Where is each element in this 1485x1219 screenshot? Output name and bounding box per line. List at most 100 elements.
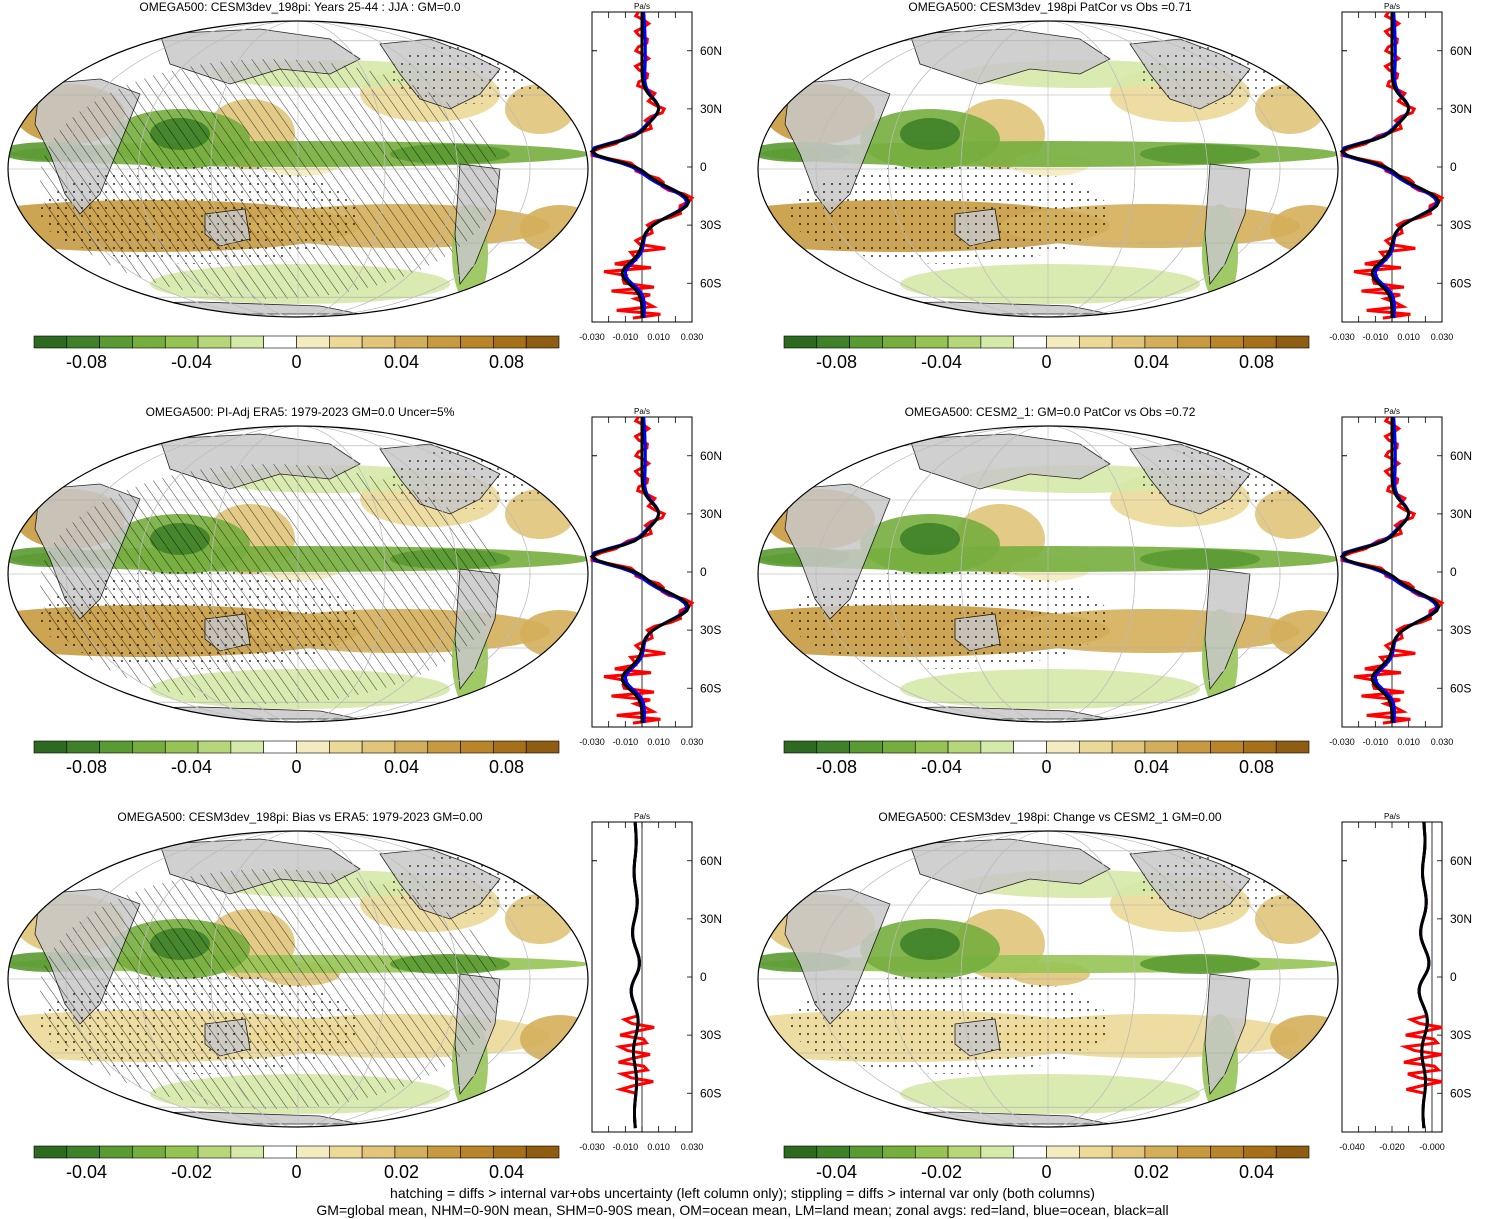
colorbar-swatch [526, 1146, 559, 1158]
zonal-lat-tick-label: 0 [700, 565, 707, 579]
zonal-all-line [631, 822, 639, 1128]
colorbar-swatch [165, 1146, 198, 1158]
colorbar-swatch [1178, 1146, 1211, 1158]
colorbar-swatch [362, 336, 395, 348]
colorbar-swatch [1112, 1146, 1145, 1158]
colorbar-swatch [395, 1146, 428, 1158]
zonal-unit-label: Pa/s [634, 812, 650, 821]
colorbar-tick-label: 0 [1041, 1162, 1051, 1182]
colorbar-swatch [100, 741, 133, 753]
zonal-lat-tick-label: 30N [700, 102, 722, 116]
panel-1-map [0, 14, 600, 324]
colorbar-swatch [231, 336, 264, 348]
panel-2-title: OMEGA500: CESM3dev_198pi PatCor vs Obs =… [750, 0, 1350, 14]
zonal-unit-label: Pa/s [1384, 407, 1400, 416]
colorbar-swatch [817, 741, 850, 753]
colorbar-tick-label: 0.08 [1239, 352, 1274, 372]
panel-6-title: OMEGA500: CESM3dev_198pi: Change vs CESM… [750, 810, 1350, 824]
zonal-lat-tick-label: 60S [700, 276, 721, 290]
colorbar-swatch [132, 741, 165, 753]
colorbar-swatch [1211, 741, 1244, 753]
footer-note-hatching: hatching = diffs > internal var+obs unce… [0, 1185, 1485, 1202]
colorbar-tick-label: -0.04 [816, 1162, 857, 1182]
zonal-all-line [1419, 822, 1429, 1128]
zonal-lat-tick-label: 60N [700, 854, 722, 868]
zonal-x-tick-label: 0.010 [647, 737, 670, 747]
zonal-lat-tick-label: 30N [1450, 507, 1472, 521]
zonal-lat-tick-label: 0 [700, 970, 707, 984]
zonal-lat-tick-label: 0 [1450, 160, 1457, 174]
colorbar-swatch [264, 336, 297, 348]
zonal-x-tick-label: 0.010 [647, 332, 670, 342]
colorbar-tick-label: -0.08 [66, 352, 107, 372]
colorbar-tick-label: -0.08 [816, 757, 857, 777]
colorbar-swatch [1276, 336, 1309, 348]
colorbar-swatch [461, 336, 494, 348]
colorbar-swatch [948, 741, 981, 753]
colorbar-swatch [981, 336, 1014, 348]
colorbar-swatch [329, 336, 362, 348]
colorbar-swatch [882, 336, 915, 348]
colorbar-tick-label: 0.08 [1239, 757, 1274, 777]
colorbar-swatch [198, 741, 231, 753]
zonal-x-tick-label: -0.040 [1339, 1142, 1365, 1152]
colorbar-tick-label: -0.08 [816, 352, 857, 372]
colorbar-swatch [297, 336, 330, 348]
colorbar-swatch [329, 741, 362, 753]
colorbar-swatch [1243, 741, 1276, 753]
colorbar-tick-label: -0.04 [921, 352, 962, 372]
colorbar-tick-label: 0.04 [1134, 352, 1169, 372]
colorbar-swatch [882, 1146, 915, 1158]
zonal-unit-label: Pa/s [634, 2, 650, 11]
panel-3: OMEGA500: PI-Adj ERA5: 1979-2023 GM=0.0 … [0, 405, 742, 810]
colorbar-tick-label: 0.08 [489, 352, 524, 372]
zonal-x-tick-label: -0.030 [579, 737, 605, 747]
colorbar-swatch [461, 741, 494, 753]
colorbar-swatch [132, 1146, 165, 1158]
zonal-lat-tick-label: 30S [1450, 218, 1471, 232]
colorbar-swatch [34, 336, 67, 348]
colorbar-swatch [784, 336, 817, 348]
colorbar-swatch [981, 741, 1014, 753]
zonal-x-tick-label: -0.000 [1419, 1142, 1445, 1152]
colorbar-swatch [395, 336, 428, 348]
zonal-x-tick-label: 0.010 [1397, 332, 1420, 342]
colorbar-swatch [493, 336, 526, 348]
colorbar-swatch [915, 1146, 948, 1158]
colorbar-swatch [198, 1146, 231, 1158]
zonal-x-tick-label: -0.030 [1329, 332, 1355, 342]
zonal-x-tick-label: 0.010 [1397, 737, 1420, 747]
zonal-lat-tick-label: 30N [700, 507, 722, 521]
colorbar-swatch [1211, 336, 1244, 348]
colorbar-swatch [100, 336, 133, 348]
colorbar-swatch [817, 336, 850, 348]
zonal-unit-label: Pa/s [1384, 812, 1400, 821]
zonal-x-tick-label: -0.010 [613, 1142, 639, 1152]
colorbar-tick-label: 0 [1041, 757, 1051, 777]
colorbar-swatch [461, 1146, 494, 1158]
zonal-lat-tick-label: 30N [1450, 912, 1472, 926]
panel-2: OMEGA500: CESM3dev_198pi PatCor vs Obs =… [750, 0, 1485, 405]
zonal-lat-tick-label: 30S [700, 218, 721, 232]
colorbar-tick-label: -0.08 [66, 757, 107, 777]
colorbar-tick-label: -0.04 [66, 1162, 107, 1182]
panel-5-map [0, 824, 600, 1134]
colorbar-swatch [67, 336, 100, 348]
colorbar-swatch [1047, 1146, 1080, 1158]
colorbar-swatch [948, 1146, 981, 1158]
panel-3-title: OMEGA500: PI-Adj ERA5: 1979-2023 GM=0.0 … [0, 405, 600, 419]
zonal-lat-tick-label: 60S [1450, 1086, 1471, 1100]
colorbar-tick-label: 0.02 [1134, 1162, 1169, 1182]
colorbar-swatch [362, 1146, 395, 1158]
zonal-x-tick-label: -0.030 [579, 332, 605, 342]
colorbar-swatch [1014, 741, 1047, 753]
colorbar-tick-label: 0.04 [1134, 757, 1169, 777]
colorbar-swatch [1014, 1146, 1047, 1158]
colorbar-swatch [1243, 336, 1276, 348]
colorbar-swatch [1178, 741, 1211, 753]
colorbar-tick-label: 0 [291, 757, 301, 777]
panel-5: OMEGA500: CESM3dev_198pi: Bias vs ERA5: … [0, 810, 742, 1215]
